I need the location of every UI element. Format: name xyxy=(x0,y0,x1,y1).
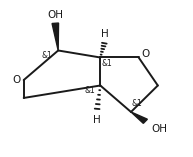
Text: O: O xyxy=(13,75,21,85)
Text: OH: OH xyxy=(47,11,63,20)
Text: &1: &1 xyxy=(84,86,95,95)
Text: OH: OH xyxy=(152,124,168,134)
Text: H: H xyxy=(101,29,109,39)
Text: &1: &1 xyxy=(101,59,112,68)
Text: &1: &1 xyxy=(42,51,53,60)
Polygon shape xyxy=(52,23,58,51)
Text: &1: &1 xyxy=(132,99,143,108)
Text: H: H xyxy=(93,115,100,125)
Text: O: O xyxy=(141,49,150,59)
Polygon shape xyxy=(131,112,147,123)
